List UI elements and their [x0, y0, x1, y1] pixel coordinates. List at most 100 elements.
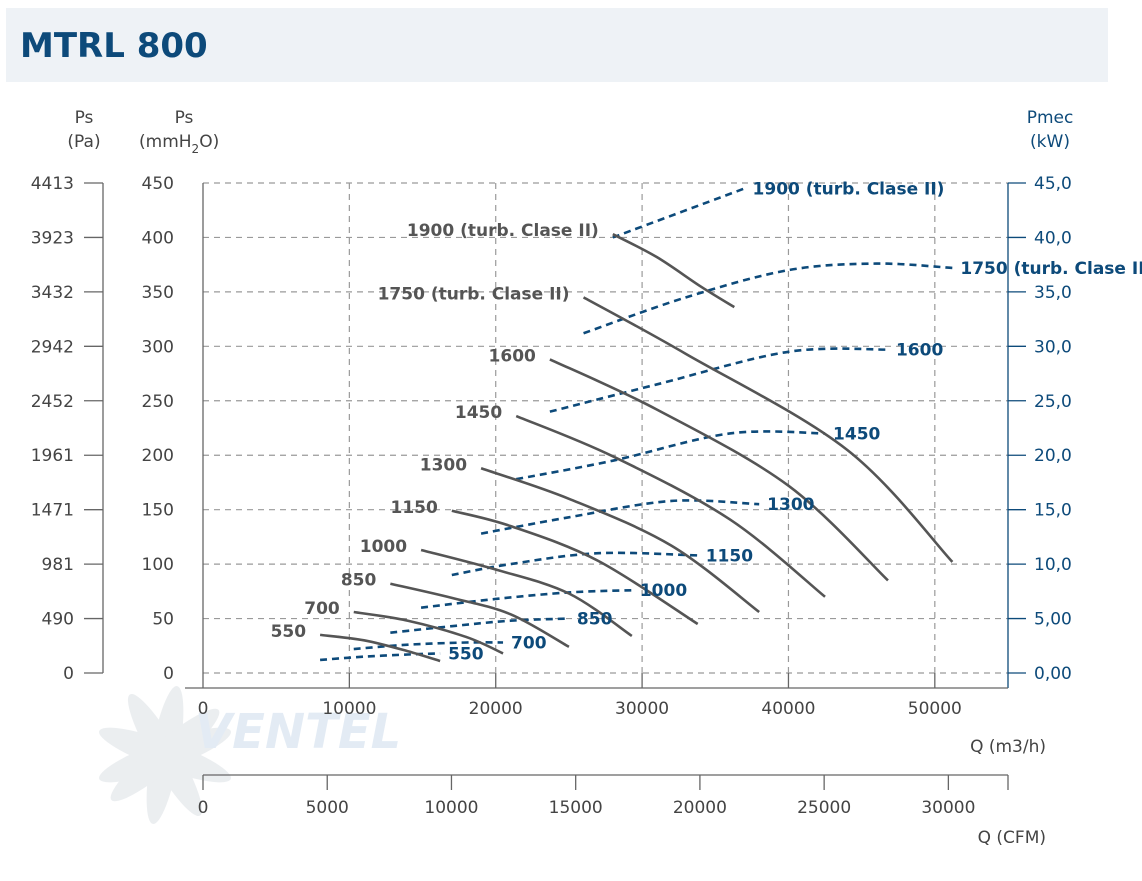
- mm-tick-label: 200: [142, 446, 174, 466]
- power-curve-9: [612, 187, 745, 239]
- pressure-curve-label: 1750 (turb. Clase II): [378, 284, 570, 304]
- mm-axis-unit-part: O): [199, 132, 219, 152]
- power-curve-label: 1450: [833, 424, 880, 444]
- power-curve-label: 1000: [640, 581, 687, 601]
- power-curve-1: [353, 641, 504, 651]
- pressure-curve-label: 700: [304, 599, 340, 619]
- pressure-curve-4: [451, 509, 699, 626]
- cfm-tick-label: 20000: [673, 798, 727, 818]
- kw-tick-label: 0,00: [1034, 664, 1072, 684]
- pressure-curve-label: 1300: [420, 455, 467, 475]
- m3h-tick-label: 30000: [615, 699, 669, 719]
- kw-tick-label: 10,0: [1034, 555, 1072, 575]
- kw-tick-label: 20,0: [1034, 446, 1072, 466]
- power-curve-label: 1150: [706, 546, 753, 566]
- pressure-curve-2: [390, 582, 570, 649]
- ventel-logo-text: VENTEL: [195, 704, 401, 760]
- pressure-curve-label: 1450: [455, 403, 502, 423]
- cfm-tick-label: 25000: [797, 798, 851, 818]
- power-curve-5: [480, 499, 760, 535]
- pressure-curve-9: [612, 233, 735, 309]
- pa-tick-label: 981: [42, 555, 74, 575]
- chart-title: MTRL 800: [20, 26, 208, 66]
- pressure-curves: [319, 233, 954, 663]
- pa-tick-label: 4413: [31, 174, 74, 194]
- pa-tick-label: 3432: [31, 283, 74, 303]
- mm-tick-label: 0: [163, 664, 174, 684]
- pa-tick-label: 0: [63, 664, 74, 684]
- grid: [203, 182, 1008, 674]
- pa-tick-label: 1961: [31, 446, 74, 466]
- power-curve-7: [549, 347, 889, 413]
- power-curves: [319, 187, 953, 662]
- pressure-curve-3: [420, 548, 633, 638]
- power-curve-label: 1600: [896, 341, 943, 361]
- power-curve-3: [420, 588, 632, 609]
- power-curve-2: [390, 617, 569, 635]
- pressure-curve-label: 1900 (turb. Clase II): [407, 221, 599, 241]
- m3h-axis-title: Q (m3/h): [970, 737, 1046, 757]
- pressure-curve-0: [319, 633, 441, 663]
- pa-tick-label: 3923: [31, 228, 74, 248]
- ventel-logo: VENTEL: [99, 686, 401, 824]
- power-curve-label: 1900 (turb. Clase II): [753, 179, 945, 199]
- kw-tick-label: 45,0: [1034, 174, 1072, 194]
- pressure-curve-label: 550: [271, 622, 307, 642]
- pressure-curve-label: 1600: [489, 346, 536, 366]
- kw-axis-title: Pmec: [1027, 108, 1074, 128]
- pressure-curve-1: [353, 610, 504, 655]
- kw-tick-label: 25,0: [1034, 392, 1072, 412]
- pressure-curve-label: 850: [341, 571, 377, 591]
- kw-tick-label: 30,0: [1034, 337, 1072, 357]
- m3h-tick-label: 0: [198, 699, 209, 719]
- mm-tick-label: 50: [152, 610, 174, 630]
- mm-tick-label: 150: [142, 501, 174, 521]
- title-bar: MTRL 800: [6, 8, 1108, 82]
- mm-axis-unit-part: (mmH: [139, 132, 192, 152]
- mm-tick-label: 300: [142, 337, 174, 357]
- m3h-tick-label: 40000: [761, 699, 815, 719]
- power-curve-label: 700: [511, 634, 547, 654]
- kw-axis-unit: (kW): [1030, 132, 1070, 152]
- power-curve-label: 1750 (turb. Clase II): [960, 259, 1142, 279]
- pa-tick-label: 2942: [31, 337, 74, 357]
- power-curve-4: [451, 551, 698, 577]
- cfm-tick-label: 0: [198, 798, 209, 818]
- kw-tick-label: 5,00: [1034, 610, 1072, 630]
- m3h-tick-label: 20000: [469, 699, 523, 719]
- mm-tick-label: 350: [142, 283, 174, 303]
- power-curve-6: [515, 430, 826, 481]
- pressure-curve-5: [480, 467, 760, 614]
- mm-tick-label: 450: [142, 174, 174, 194]
- m3h-tick-label: 50000: [908, 699, 962, 719]
- power-curve-label: 550: [448, 644, 484, 664]
- cfm-tick-label: 15000: [549, 798, 603, 818]
- m3h-tick-label: 10000: [322, 699, 376, 719]
- pressure-curve-6: [515, 414, 826, 598]
- mm-axis-unit-part: 2: [192, 142, 200, 156]
- axes: 4413 450 45,0 3923 400 40,0 3432 350 35,0 2942 300…: [31, 108, 1074, 848]
- pressure-curve-label: 1150: [390, 498, 437, 518]
- cfm-axis-title: Q (CFM): [978, 828, 1046, 848]
- pa-tick-label: 2452: [31, 392, 74, 412]
- pressure-curve-8: [582, 296, 954, 563]
- pressure-curve-7: [549, 358, 889, 582]
- power-curve-8: [583, 262, 953, 335]
- mm-axis-unit: (mmH2O): [139, 132, 219, 156]
- kw-tick-label: 35,0: [1034, 283, 1072, 303]
- mm-tick-label: 100: [142, 555, 174, 575]
- kw-tick-label: 40,0: [1034, 228, 1072, 248]
- power-curve-0: [319, 652, 441, 662]
- cfm-tick-label: 30000: [921, 798, 975, 818]
- power-curve-label: 850: [577, 610, 613, 630]
- mm-tick-label: 400: [142, 228, 174, 248]
- cfm-tick-label: 5000: [306, 798, 349, 818]
- kw-tick-label: 15,0: [1034, 501, 1072, 521]
- pressure-curve-label: 1000: [360, 537, 407, 557]
- pa-axis-unit: (Pa): [67, 132, 100, 152]
- mm-axis-title: Ps: [175, 108, 194, 128]
- pa-axis-title: Ps: [75, 108, 94, 128]
- mm-tick-label: 250: [142, 392, 174, 412]
